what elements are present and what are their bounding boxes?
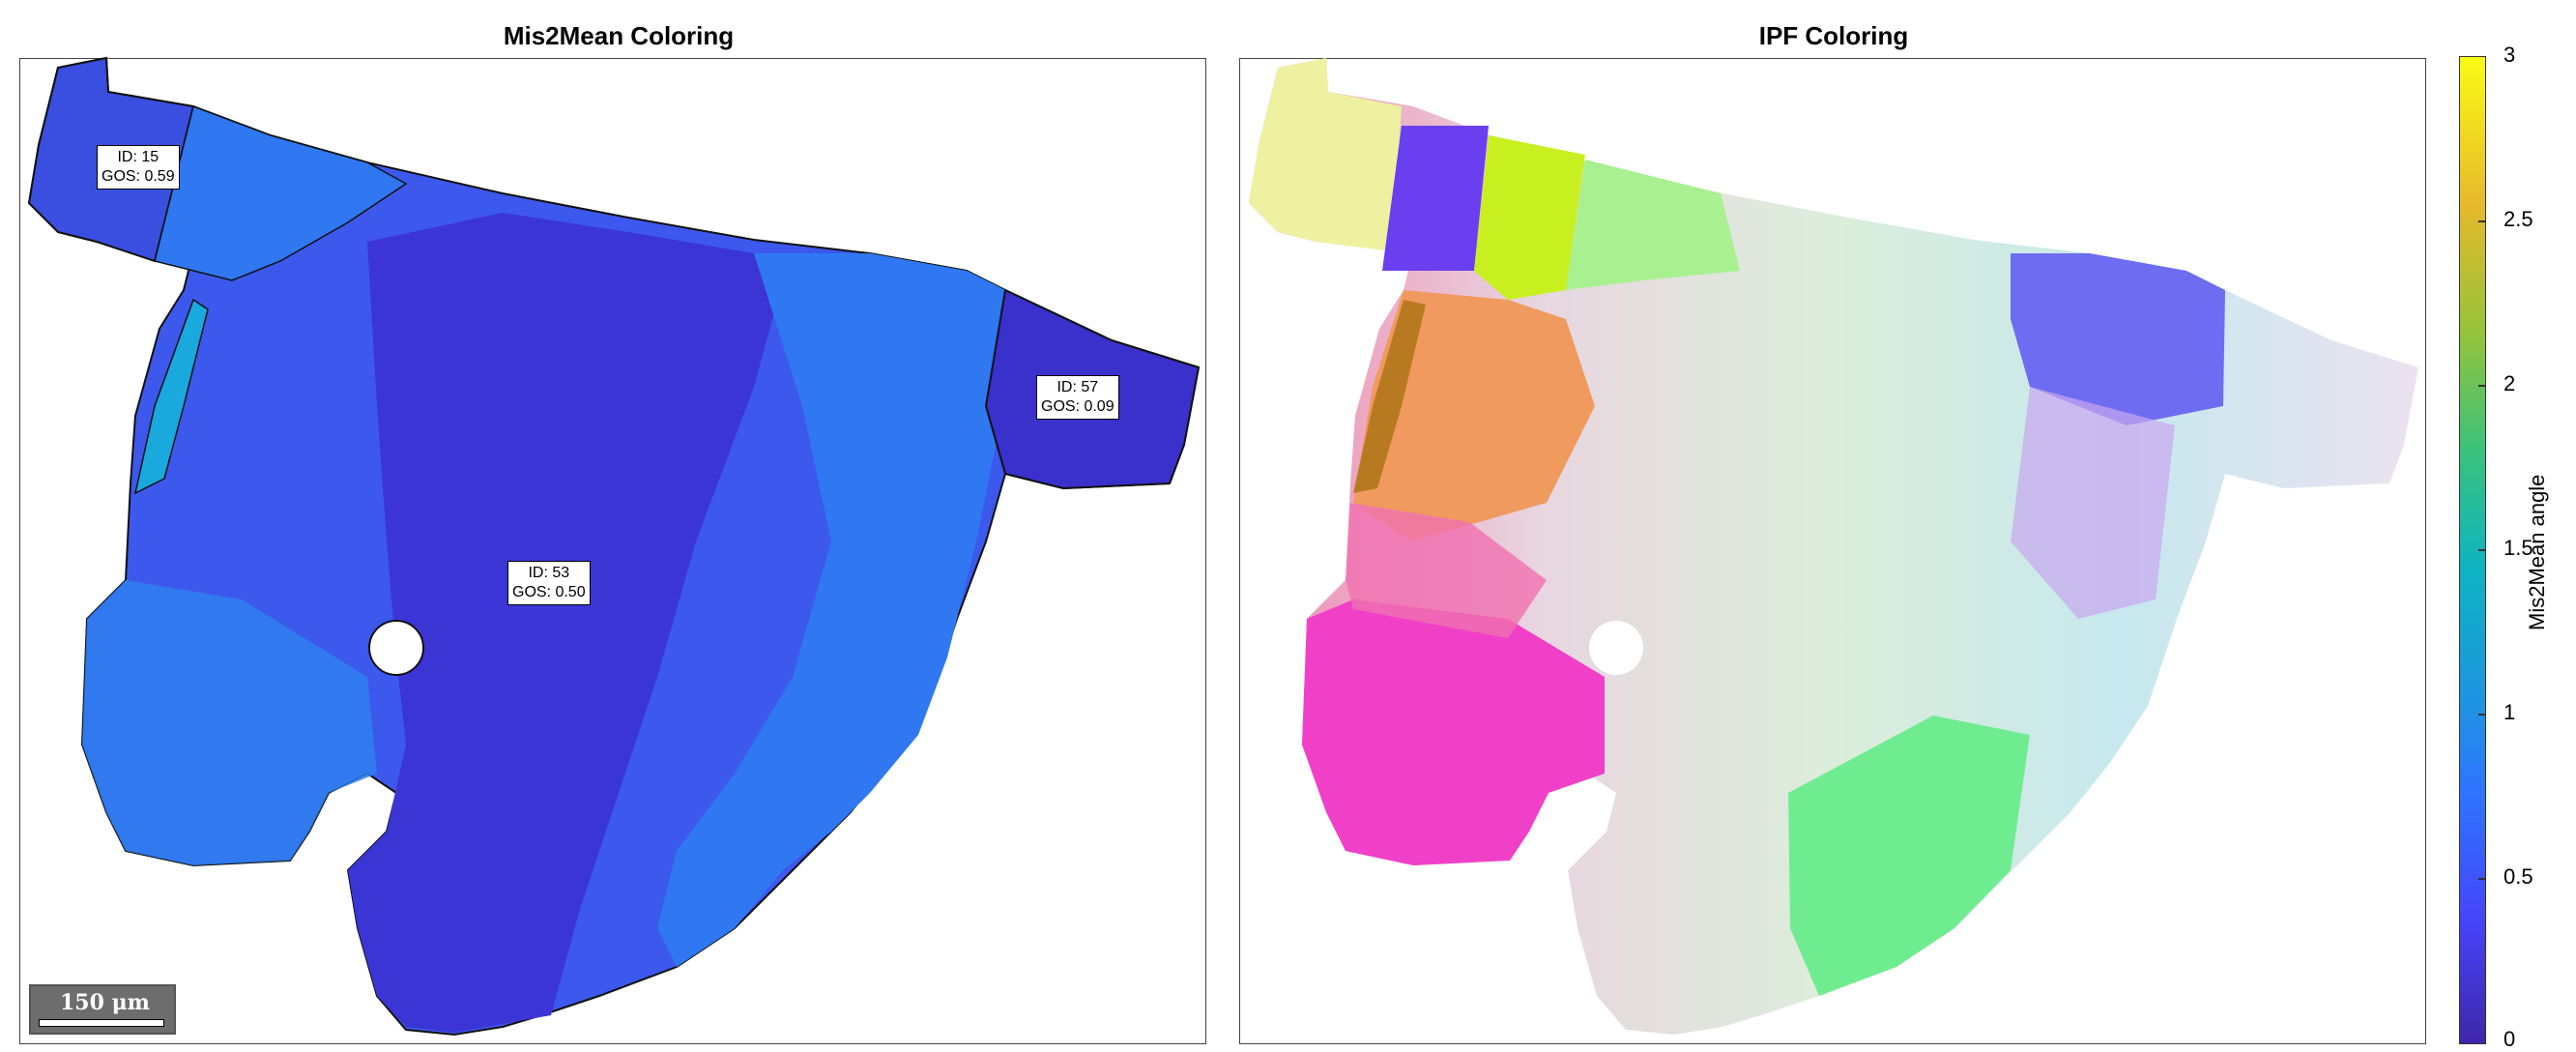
grain-region-light-top (154, 105, 408, 281)
ipf-region-green-lower (1788, 716, 2030, 996)
grain-region-cyan (133, 298, 209, 495)
right-panel-title: IPF Coloring (1758, 21, 1909, 50)
colorbar-tickmark (2478, 220, 2486, 222)
grain-region-53 (348, 213, 783, 1033)
grain-region-lower-left (82, 580, 377, 865)
colorbar-tick-1: 1 (2504, 700, 2516, 724)
colorbar-tickmark (2478, 549, 2486, 551)
colorbar-tickmark (2478, 714, 2486, 716)
grain-label-57-gos: GOS: 0.09 (1041, 398, 1114, 415)
colorbar-tick-2-5: 2.5 (2504, 207, 2533, 231)
ipf-region-yellow (1249, 58, 1402, 251)
ipf-hole (1589, 621, 1643, 675)
left-panel-title: Mis2Mean Coloring (503, 21, 735, 50)
ipf-region-green (1566, 160, 1740, 290)
grain-label-15: ID: 15 GOS: 0.59 (97, 145, 180, 190)
grain-label-15-gos: GOS: 0.59 (101, 168, 175, 185)
colorbar-label: Mis2Mean angle (2525, 474, 2549, 630)
colorbar-tickmark (2478, 385, 2486, 387)
colorbar-tick-0: 0 (2504, 1027, 2516, 1051)
colorbar-tick-2: 2 (2504, 371, 2516, 395)
grain-label-57-id: ID: 57 (1056, 379, 1099, 395)
scalebar-line (39, 1019, 164, 1027)
colorbar-tickmark (2478, 878, 2486, 880)
scalebar-label: 150 μm (60, 990, 150, 1015)
grain-label-53: ID: 53 GOS: 0.50 (507, 561, 591, 605)
scalebar: 150 μm (29, 984, 176, 1035)
ipf-region-lime (1474, 135, 1585, 300)
grain-label-57: ID: 57 GOS: 0.09 (1036, 375, 1119, 420)
colorbar-tick-3: 3 (2504, 43, 2516, 67)
grain-label-53-gos: GOS: 0.50 (512, 584, 586, 600)
ipf-region-pink (1346, 503, 1547, 638)
colorbar-tick-1-5: 1.5 (2504, 536, 2533, 560)
colorbar-tick-0-5: 0.5 (2504, 864, 2533, 889)
grain-label-53-id: ID: 53 (528, 565, 570, 581)
grain-label-15-id: ID: 15 (117, 149, 159, 165)
ipf-region-blue (2011, 253, 2225, 425)
ipf-region-magenta (1302, 599, 1605, 865)
ipf-region-brown (1353, 300, 1426, 493)
ipf-region-light-violet (2011, 387, 2175, 619)
grain-region-right (657, 253, 1005, 967)
ipf-region-purple (1382, 126, 1489, 271)
grain-hole (368, 620, 424, 676)
